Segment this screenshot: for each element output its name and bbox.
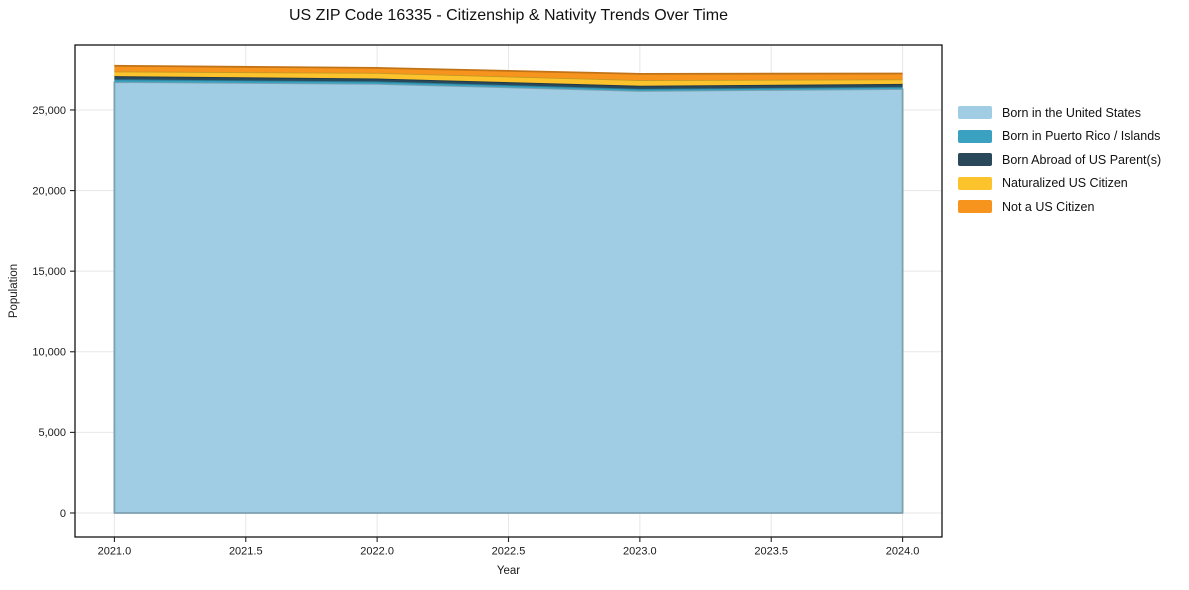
area-band bbox=[114, 79, 903, 91]
y-tick-label: 15,000 bbox=[32, 266, 66, 278]
x-tick-label: 2021.0 bbox=[98, 546, 132, 558]
legend-item: Born in the United States bbox=[958, 105, 1161, 120]
legend-label: Not a US Citizen bbox=[1002, 199, 1095, 214]
y-tick-label: 10,000 bbox=[32, 347, 66, 359]
legend-swatch bbox=[958, 153, 992, 166]
y-tick-label: 20,000 bbox=[32, 185, 66, 197]
y-tick-label: 0 bbox=[60, 508, 66, 520]
legend-swatch bbox=[958, 129, 992, 143]
chart-title: US ZIP Code 16335 - Citizenship & Nativi… bbox=[289, 7, 728, 24]
area-band-edge bbox=[114, 64, 903, 75]
x-tick-label: 2022.0 bbox=[360, 546, 394, 558]
y-tick-label: 25,000 bbox=[32, 105, 66, 117]
legend-item: Born in Puerto Rico / Islands bbox=[958, 129, 1161, 143]
legend-label: Born Abroad of US Parent(s) bbox=[1002, 152, 1162, 167]
area-band bbox=[114, 71, 903, 86]
legend-label: Naturalized US Citizen bbox=[1002, 176, 1128, 190]
legend-swatch bbox=[958, 200, 992, 213]
legend-swatch bbox=[958, 106, 992, 119]
legend: Born in the United States Born in Puerto … bbox=[958, 106, 1161, 224]
legend-item: Naturalized US Citizen bbox=[958, 176, 1161, 190]
y-tick-label: 5,000 bbox=[38, 427, 66, 439]
legend-item: Born Abroad of US Parent(s) bbox=[958, 152, 1162, 167]
x-tick-label: 2023.0 bbox=[623, 546, 657, 558]
area-band bbox=[113, 81, 904, 514]
legend-swatch bbox=[958, 176, 992, 190]
legend-item: Not a US Citizen bbox=[958, 199, 1161, 214]
x-tick-label: 2023.5 bbox=[754, 546, 788, 558]
x-tick-label: 2024.0 bbox=[886, 546, 920, 558]
x-tick-label: 2022.5 bbox=[492, 546, 526, 558]
area-band bbox=[114, 65, 903, 81]
legend-label: Born in the United States bbox=[1002, 105, 1141, 120]
x-axis-label: Year bbox=[496, 565, 521, 577]
x-tick-label: 2021.5 bbox=[229, 546, 263, 558]
legend-label: Born in Puerto Rico / Islands bbox=[1002, 129, 1161, 143]
